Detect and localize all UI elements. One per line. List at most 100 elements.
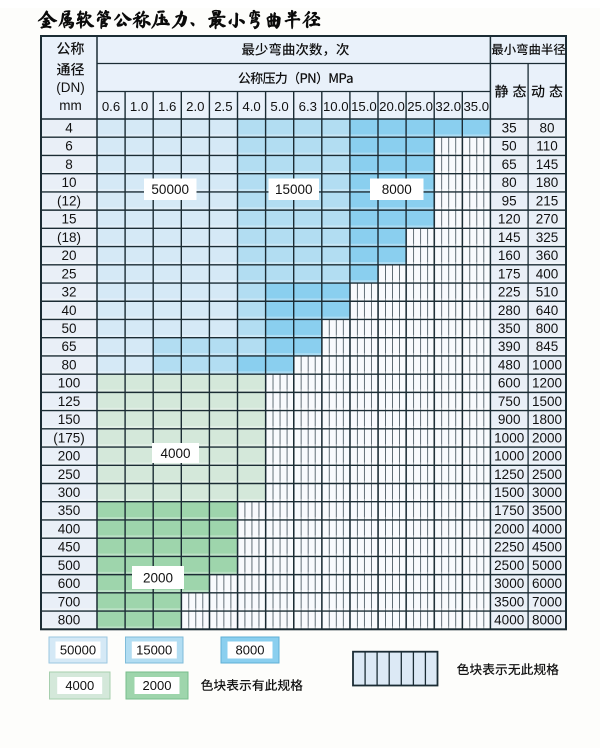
svg-text:40: 40: [61, 303, 76, 318]
svg-text:3000: 3000: [532, 485, 562, 500]
svg-text:510: 510: [536, 285, 559, 300]
svg-text:600: 600: [58, 576, 81, 591]
svg-text:800: 800: [536, 321, 559, 336]
svg-text:80: 80: [502, 175, 517, 190]
svg-text:1500: 1500: [532, 394, 562, 409]
svg-text:160: 160: [498, 248, 521, 263]
svg-text:750: 750: [498, 394, 521, 409]
svg-text:95: 95: [502, 193, 517, 208]
svg-text:640: 640: [536, 303, 559, 318]
svg-text:15: 15: [61, 212, 76, 227]
svg-text:400: 400: [58, 521, 81, 536]
svg-text:1000: 1000: [532, 357, 562, 372]
svg-text:6.3: 6.3: [299, 99, 317, 114]
svg-text:5000: 5000: [532, 558, 562, 573]
svg-text:80: 80: [539, 121, 554, 136]
svg-text:7000: 7000: [532, 594, 562, 609]
svg-text:360: 360: [536, 248, 559, 263]
svg-text:270: 270: [536, 212, 559, 227]
svg-text:(DN): (DN): [56, 80, 85, 95]
svg-text:125: 125: [58, 394, 81, 409]
svg-text:(18): (18): [57, 230, 81, 245]
svg-text:110: 110: [536, 139, 558, 154]
svg-text:450: 450: [58, 540, 81, 555]
svg-text:600: 600: [498, 376, 521, 391]
svg-text:120: 120: [498, 212, 521, 227]
svg-text:400: 400: [536, 266, 559, 281]
svg-text:1000: 1000: [494, 449, 524, 464]
svg-text:4000: 4000: [65, 678, 94, 693]
svg-text:1750: 1750: [494, 503, 524, 518]
svg-text:500: 500: [58, 558, 81, 573]
svg-text:8: 8: [65, 157, 73, 172]
svg-text:1.6: 1.6: [158, 99, 176, 114]
svg-text:4500: 4500: [532, 540, 562, 555]
svg-text:800: 800: [58, 613, 81, 628]
svg-text:1200: 1200: [532, 376, 562, 391]
svg-text:2250: 2250: [494, 540, 524, 555]
svg-text:15.0: 15.0: [351, 99, 377, 114]
svg-text:2500: 2500: [532, 467, 562, 482]
svg-text:20.0: 20.0: [379, 99, 405, 114]
svg-text:900: 900: [498, 412, 521, 427]
svg-text:4000: 4000: [160, 446, 190, 461]
svg-text:2000: 2000: [532, 430, 562, 445]
svg-text:2000: 2000: [494, 521, 524, 536]
svg-text:4: 4: [65, 121, 73, 136]
svg-text:480: 480: [498, 357, 521, 372]
svg-text:(175): (175): [53, 430, 85, 445]
svg-text:175: 175: [498, 266, 521, 281]
svg-text:350: 350: [498, 321, 521, 336]
svg-text:250: 250: [58, 467, 81, 482]
svg-text:2000: 2000: [532, 449, 562, 464]
svg-text:1800: 1800: [532, 412, 562, 427]
svg-text:4000: 4000: [494, 613, 524, 628]
svg-text:2500: 2500: [494, 558, 524, 573]
svg-text:2000: 2000: [143, 570, 173, 585]
svg-text:50000: 50000: [60, 643, 96, 658]
svg-text:145: 145: [498, 230, 521, 245]
svg-text:(12): (12): [57, 193, 81, 208]
svg-text:10: 10: [61, 175, 76, 190]
svg-text:390: 390: [498, 339, 521, 354]
svg-text:150: 150: [58, 412, 81, 427]
svg-text:65: 65: [61, 339, 76, 354]
svg-text:280: 280: [498, 303, 521, 318]
svg-text:35.0: 35.0: [463, 99, 489, 114]
svg-text:6000: 6000: [532, 576, 562, 591]
svg-text:32: 32: [61, 285, 76, 300]
svg-text:15000: 15000: [136, 643, 172, 658]
svg-text:20: 20: [61, 248, 76, 263]
svg-text:180: 180: [536, 175, 559, 190]
svg-text:2.0: 2.0: [186, 99, 204, 114]
svg-text:8000: 8000: [236, 643, 265, 658]
svg-text:350: 350: [58, 503, 81, 518]
svg-text:1000: 1000: [494, 430, 524, 445]
svg-text:35: 35: [502, 121, 517, 136]
svg-text:8000: 8000: [382, 182, 412, 197]
svg-text:100: 100: [58, 376, 81, 391]
svg-text:3000: 3000: [494, 576, 524, 591]
svg-text:225: 225: [498, 285, 521, 300]
svg-text:300: 300: [58, 485, 81, 500]
svg-text:2000: 2000: [143, 678, 172, 693]
svg-text:1.0: 1.0: [130, 99, 148, 114]
svg-text:3500: 3500: [494, 594, 524, 609]
svg-text:5.0: 5.0: [270, 99, 288, 114]
svg-text:6: 6: [65, 139, 73, 154]
svg-text:3500: 3500: [532, 503, 562, 518]
svg-text:25.0: 25.0: [407, 99, 433, 114]
svg-text:2.5: 2.5: [214, 99, 232, 114]
svg-text:200: 200: [58, 449, 81, 464]
svg-text:700: 700: [58, 594, 81, 609]
svg-text:25: 25: [61, 266, 76, 281]
svg-text:10.0: 10.0: [323, 99, 349, 114]
svg-text:80: 80: [61, 357, 76, 372]
svg-text:215: 215: [536, 193, 559, 208]
svg-text:4000: 4000: [532, 521, 562, 536]
svg-text:845: 845: [536, 339, 559, 354]
svg-text:32.0: 32.0: [435, 99, 461, 114]
svg-text:4.0: 4.0: [242, 99, 260, 114]
svg-text:1250: 1250: [494, 467, 524, 482]
svg-text:15000: 15000: [275, 182, 313, 197]
